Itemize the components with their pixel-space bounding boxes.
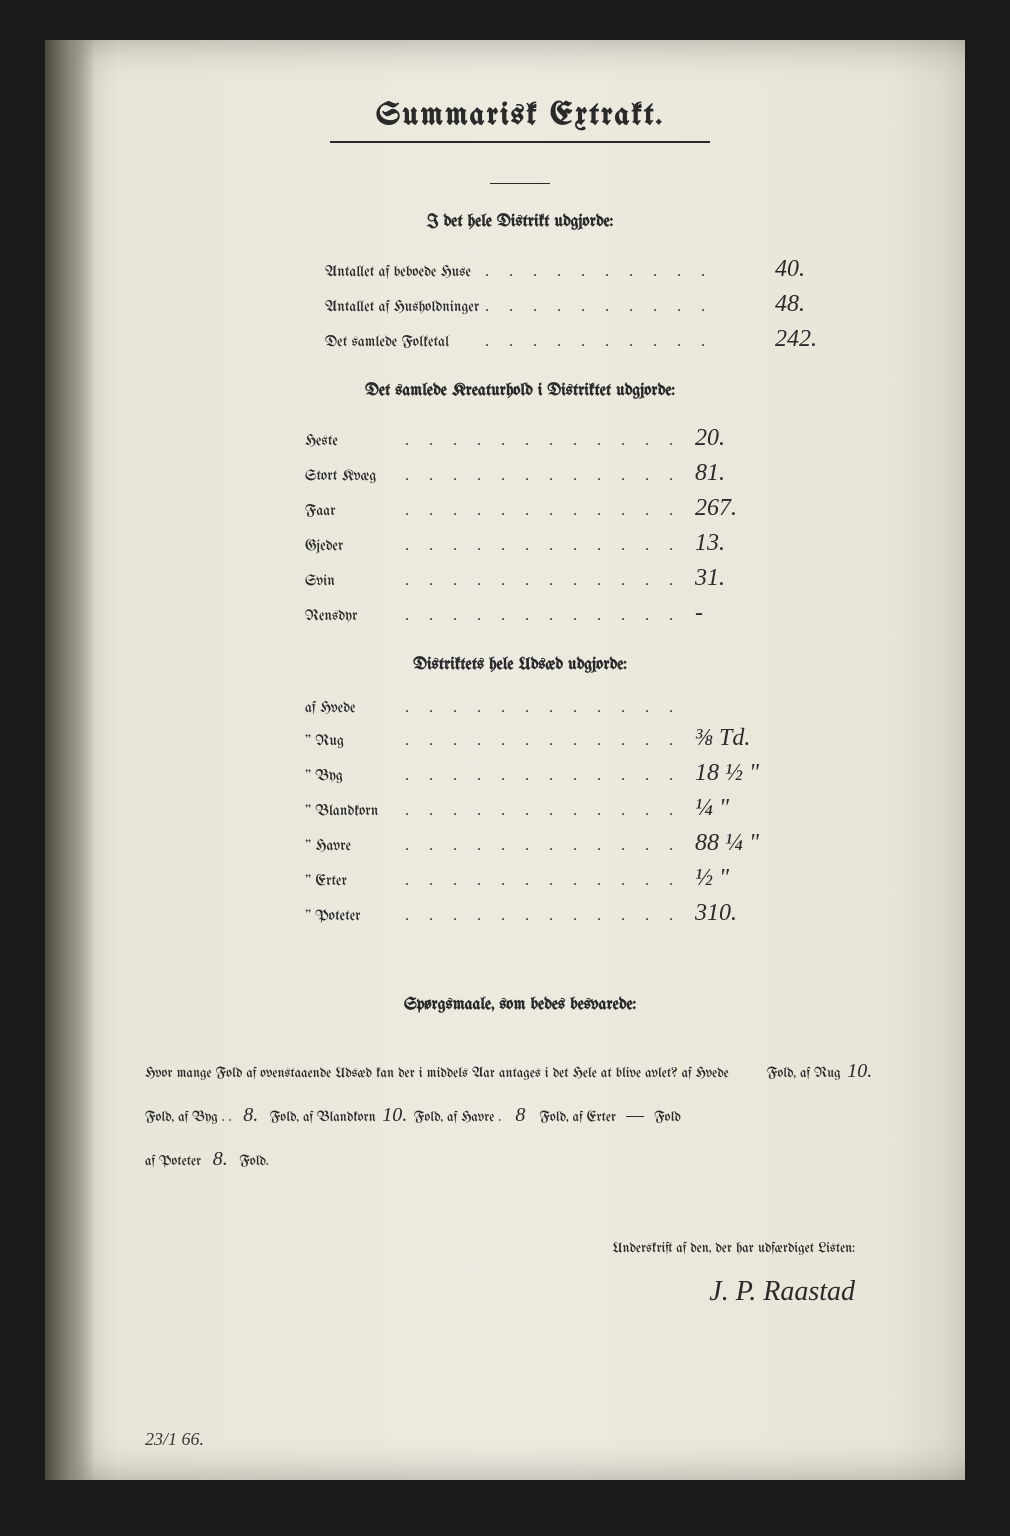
crop-value: 8. [205, 1137, 235, 1181]
row-peas: " Erter . . . . . . . . . . . . . . ½ " [145, 865, 895, 892]
section3-header: Distriktets hele Udsæd udgjorde: [145, 657, 895, 674]
value: 13. [685, 530, 765, 557]
row-oats: " Havre . . . . . . . . . . . . . . 88 ¼… [145, 830, 895, 857]
leader-dots: . . . . . . . . . . . . . . [405, 467, 685, 485]
crop-unit: Fold. [239, 1154, 268, 1169]
crop-name: af Erter [573, 1110, 616, 1125]
row-goats: Gjeder . . . . . . . . . . . . . . 13. [145, 530, 895, 557]
value: 40. [765, 256, 845, 283]
label: Antallet af Husholdninger [325, 299, 485, 315]
label: " Erter [305, 873, 405, 889]
signature-label: Underskrift af den, der har udfærdiget L… [145, 1241, 855, 1256]
value: 20. [685, 425, 765, 452]
crop-name: af Poteter [145, 1154, 201, 1169]
value: 267. [685, 495, 765, 522]
leader-dots: . . . . . . . . . . [485, 263, 765, 281]
label: Stort Kvæg [305, 468, 405, 484]
crop-value: 8 [505, 1093, 535, 1137]
label: Gjeder [305, 538, 405, 554]
value: 310. [685, 900, 765, 927]
leader-dots: . . . . . . . . . . . . . . [405, 907, 685, 925]
leader-dots: . . . . . . . . . . . . . . [405, 537, 685, 555]
bottom-date-note: 23/1 66. [145, 1429, 204, 1450]
row-cattle: Stort Kvæg . . . . . . . . . . . . . . 8… [145, 460, 895, 487]
leader-dots: . . . . . . . . . . [485, 333, 765, 351]
questions-section: Spørgsmaale, som bedes besvarede: Hvor m… [145, 987, 895, 1181]
crop-unit: Fold, [539, 1110, 568, 1125]
value: 81. [685, 460, 765, 487]
crop-unit: Fold, [414, 1110, 443, 1125]
value: ¼ " [685, 795, 765, 822]
crop-value: — [620, 1093, 650, 1137]
crop-unit: Fold, [145, 1110, 174, 1125]
crop-value: 8. [236, 1093, 266, 1137]
leader-dots: . . . . . . . . . . [485, 298, 765, 316]
leader-dots: . . . . . . . . . . . . . . [405, 732, 685, 750]
label: Det samlede Folketal [325, 334, 485, 350]
leader-dots: . . . . . . . . . . . . . . [405, 872, 685, 890]
value: 88 ¼ " [685, 830, 765, 857]
label: Antallet af beboede Huse [325, 264, 485, 280]
leader-dots: . . . . . . . . . . . . . . [405, 607, 685, 625]
row-sheep: Faar . . . . . . . . . . . . . . 267. [145, 495, 895, 522]
crop-value: 10. [380, 1093, 410, 1137]
leader-dots: . . . . . . . . . . . . . . [405, 699, 685, 717]
crop-unit: Fold [654, 1110, 681, 1125]
label: " Havre [305, 838, 405, 854]
row-horses: Heste . . . . . . . . . . . . . . 20. [145, 425, 895, 452]
section2-header: Det samlede Kreaturhold i Distriktet udg… [145, 383, 895, 400]
questions-body: Hvor mange Fold af ovenstaaende Udsæd ka… [145, 1049, 895, 1181]
row-barley: " Byg . . . . . . . . . . . . . . 18 ½ " [145, 760, 895, 787]
signature-name: J. P. Raastad [145, 1276, 855, 1308]
leader-dots: . . . . . . . . . . . . . . [405, 767, 685, 785]
crop-name: af Rug [800, 1066, 841, 1081]
signature-section: Underskrift af den, der har udfærdiget L… [145, 1241, 895, 1308]
label: " Rug [305, 733, 405, 749]
crop-name: af Blandkorn [303, 1110, 376, 1125]
value: - [685, 600, 765, 627]
row-rye: " Rug . . . . . . . . . . . . . . ⅜ Td. [145, 725, 895, 752]
row-wheat: af Hvede . . . . . . . . . . . . . . [145, 699, 895, 717]
label: " Blandkorn [305, 803, 405, 819]
questions-header: Spørgsmaale, som bedes besvarede: [145, 987, 895, 1024]
leader-dots: . . . . . . . . . . . . . . [405, 432, 685, 450]
row-mixedgrain: " Blandkorn . . . . . . . . . . . . . . … [145, 795, 895, 822]
title-rule [330, 141, 710, 143]
row-pigs: Svin . . . . . . . . . . . . . . 31. [145, 565, 895, 592]
row-households: Antallet af Husholdninger . . . . . . . … [145, 291, 895, 318]
label: Rensdyr [305, 608, 405, 624]
crop-value: 10. [845, 1049, 875, 1093]
leader-dots: . . . . . . . . . . . . . . [405, 572, 685, 590]
label: Faar [305, 503, 405, 519]
value: ½ " [685, 865, 765, 892]
leader-dots: . . . . . . . . . . . . . . [405, 802, 685, 820]
row-houses: Antallet af beboede Huse . . . . . . . .… [145, 256, 895, 283]
leader-dots: . . . . . . . . . . . . . . [405, 502, 685, 520]
label: " Byg [305, 768, 405, 784]
questions-intro: Hvor mange Fold af ovenstaaende Udsæd ka… [145, 1066, 677, 1081]
crop-unit: Fold, [767, 1066, 796, 1081]
label: af Hvede [305, 700, 405, 716]
crop-name: af Havre [447, 1110, 494, 1125]
row-population: Det samlede Folketal . . . . . . . . . .… [145, 326, 895, 353]
label: Svin [305, 573, 405, 589]
value: 31. [685, 565, 765, 592]
label: Heste [305, 433, 405, 449]
row-reindeer: Rensdyr . . . . . . . . . . . . . . - [145, 600, 895, 627]
value: ⅜ Td. [685, 725, 765, 752]
section1-header: I det hele Distrikt udgjorde: [145, 214, 895, 231]
value: 242. [765, 326, 845, 353]
crop-name: af Byg [178, 1110, 218, 1125]
value: 48. [765, 291, 845, 318]
value: 18 ½ " [685, 760, 765, 787]
crop-unit: Fold, [270, 1110, 299, 1125]
document-page: Summarisk Extrakt. I det hele Distrikt u… [45, 40, 965, 1480]
page-title: Summarisk Extrakt. [145, 100, 895, 133]
leader-dots: . . . . . . . . . . . . . . [405, 837, 685, 855]
crop-name: af Hvede [682, 1066, 729, 1081]
label: " Poteter [305, 908, 405, 924]
small-rule [490, 183, 550, 184]
row-potatoes: " Poteter . . . . . . . . . . . . . . 31… [145, 900, 895, 927]
